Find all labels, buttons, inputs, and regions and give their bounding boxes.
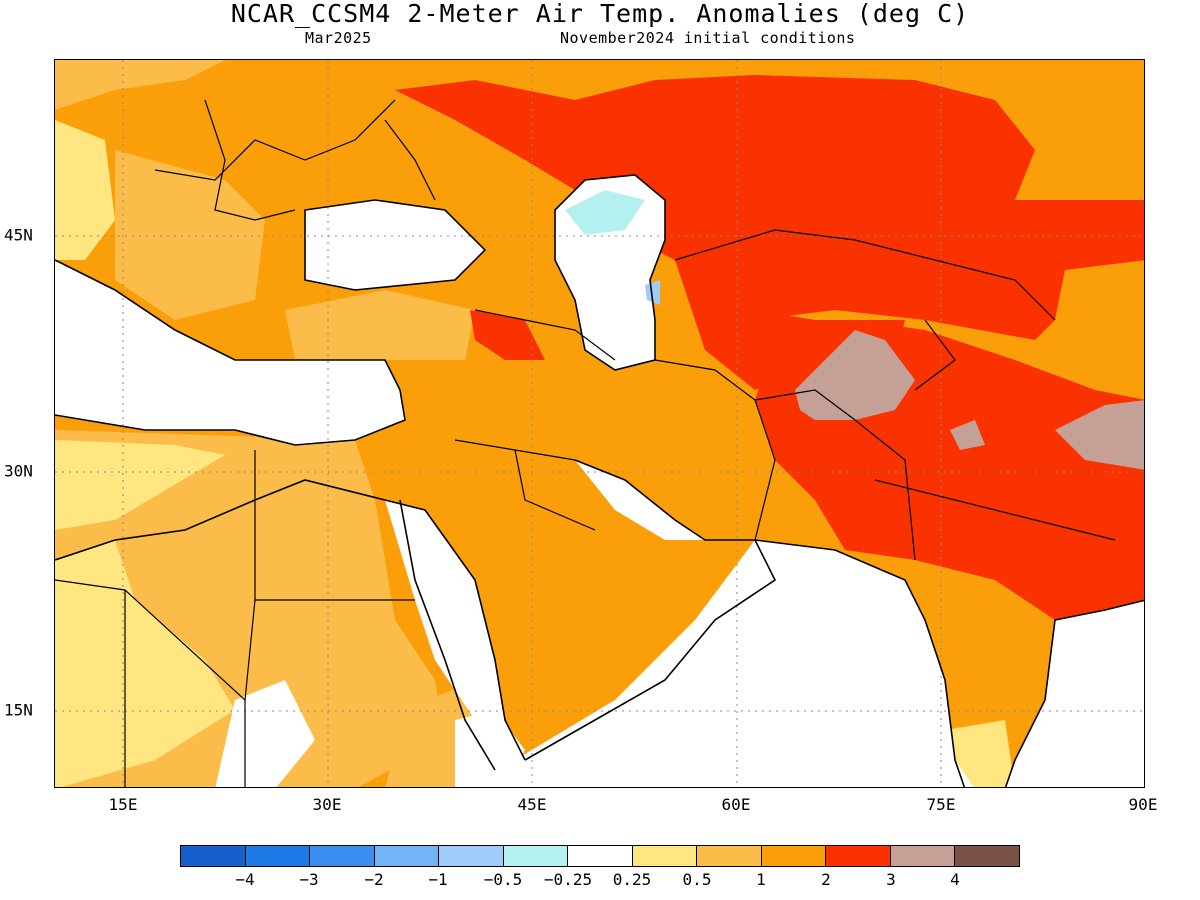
colorbar-cell: [503, 846, 569, 866]
lon-label-75e: 75E: [926, 795, 956, 814]
anomaly-region-tibet: [1055, 400, 1144, 470]
anomaly-region-s-india: [945, 720, 1015, 787]
colorbar-label: −4: [235, 870, 255, 889]
colorbar-label: 2: [821, 870, 831, 889]
colorbar-label: 3: [886, 870, 896, 889]
colorbar-label: 0.5: [682, 870, 712, 889]
lon-label-60e: 60E: [721, 795, 751, 814]
colorbar-cell: [374, 846, 440, 866]
anomaly-region-black-sea: [305, 200, 485, 290]
colorbar: [180, 845, 1020, 867]
anomaly-region-red-sea: [385, 500, 525, 770]
coastlines: [55, 174, 1144, 787]
colorbar-label: −1: [428, 870, 448, 889]
colorbar-label: −0.5: [483, 870, 523, 889]
colorbar-cell: [310, 846, 375, 866]
anomaly-map: [54, 59, 1145, 788]
anomaly-region-sw-africa: [215, 680, 315, 787]
anomaly-region-nw-africa: [55, 440, 225, 530]
colorbar-label: 4: [950, 870, 960, 889]
anomaly-region-mediterranean: [55, 260, 405, 445]
anomaly-region-sahel: [55, 540, 235, 787]
anomaly-region-persian-gulf: [575, 460, 705, 540]
colorbar-label: −3: [299, 870, 319, 889]
lon-label-90e: 90E: [1128, 795, 1158, 814]
anomaly-region-caspian-cool: [565, 190, 645, 235]
anomaly-region-balkans: [115, 150, 265, 320]
colorbar-cell: [761, 846, 827, 866]
graticule: [55, 60, 1144, 787]
anomaly-region-himalaya: [950, 420, 985, 450]
lat-label-15n: 15N: [4, 700, 33, 720]
colorbar-cell: [632, 846, 698, 866]
lat-label-30n: 30N: [4, 461, 33, 481]
colorbar-label: 1: [756, 870, 766, 889]
colorbar-cell: [439, 846, 504, 866]
colorbar-label: −0.25: [543, 870, 593, 889]
anomaly-region-aral: [645, 280, 660, 305]
map-title: NCAR_CCSM4 2-Meter Air Temp. Anomalies (…: [230, 0, 970, 28]
anomaly-region-arabian-sea: [496, 540, 974, 787]
initial-conditions: November2024 initial conditions: [560, 29, 856, 47]
map-canvas: [55, 60, 1144, 787]
colorbar-cell: [955, 846, 1019, 866]
colorbar-cell: [245, 846, 311, 866]
anomaly-region-russia: [395, 75, 1144, 340]
lon-label-30e: 30E: [312, 795, 342, 814]
lon-label-45e: 45E: [517, 795, 547, 814]
colorbar-cell: [826, 846, 891, 866]
anomaly-region-turkey: [285, 290, 475, 360]
colorbar-label: −2: [364, 870, 384, 889]
anomaly-region-e-africa-white: [455, 710, 525, 787]
colorbar-cell: [697, 846, 762, 866]
lon-label-15e: 15E: [108, 795, 138, 814]
anomaly-region-caucasus: [470, 310, 545, 360]
lat-label-45n: 45N: [4, 225, 33, 245]
colorbar-cell: [181, 846, 246, 866]
colorbar-cell: [568, 846, 633, 866]
colorbar-label: 0.25: [612, 870, 652, 889]
forecast-month: Mar2025: [305, 29, 372, 47]
anomaly-region-iberia-edge: [55, 120, 115, 260]
colorbar-cell: [890, 846, 956, 866]
anomaly-region-bay-of-bengal: [1005, 600, 1144, 787]
country-borders: [55, 99, 1116, 787]
anomaly-region-w-europe: [55, 60, 225, 110]
